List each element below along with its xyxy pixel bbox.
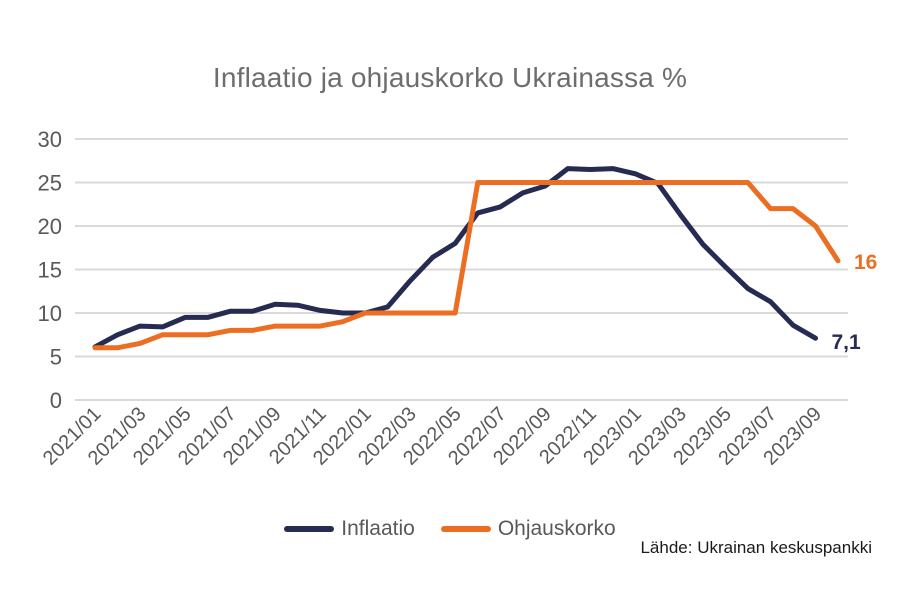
y-tick-label: 0 <box>50 388 62 413</box>
ohjauskorko-line <box>92 180 841 351</box>
legend-item-inflation: Inflaatio <box>284 517 415 541</box>
y-tick-label: 15 <box>38 258 62 283</box>
y-tick-label: 30 <box>38 127 62 152</box>
legend-label-inflation: Inflaatio <box>341 517 415 540</box>
chart-title: Inflaatio ja ohjauskorko Ukrainassa % <box>212 62 688 93</box>
inflation-line-swatch <box>284 526 335 532</box>
legend-item-policy-rate: Ohjauskorko <box>440 517 616 541</box>
legend-label-policy-rate: Ohjauskorko <box>497 517 616 540</box>
y-tick-label: 10 <box>38 301 62 326</box>
source-note: Lähde: Ukrainan keskuspankki <box>640 538 872 557</box>
inflaatio-line <box>92 166 818 350</box>
inflaatio-end-value-label: 7,1 <box>831 331 861 354</box>
y-tick-label: 25 <box>38 171 62 196</box>
y-tick-label: 5 <box>50 345 62 370</box>
policy-rate-line-swatch <box>440 526 491 532</box>
y-tick-label: 20 <box>38 214 62 239</box>
ohjauskorko-end-value-label: 16 <box>854 251 877 274</box>
legend: Inflaatio Ohjauskorko <box>0 517 900 541</box>
